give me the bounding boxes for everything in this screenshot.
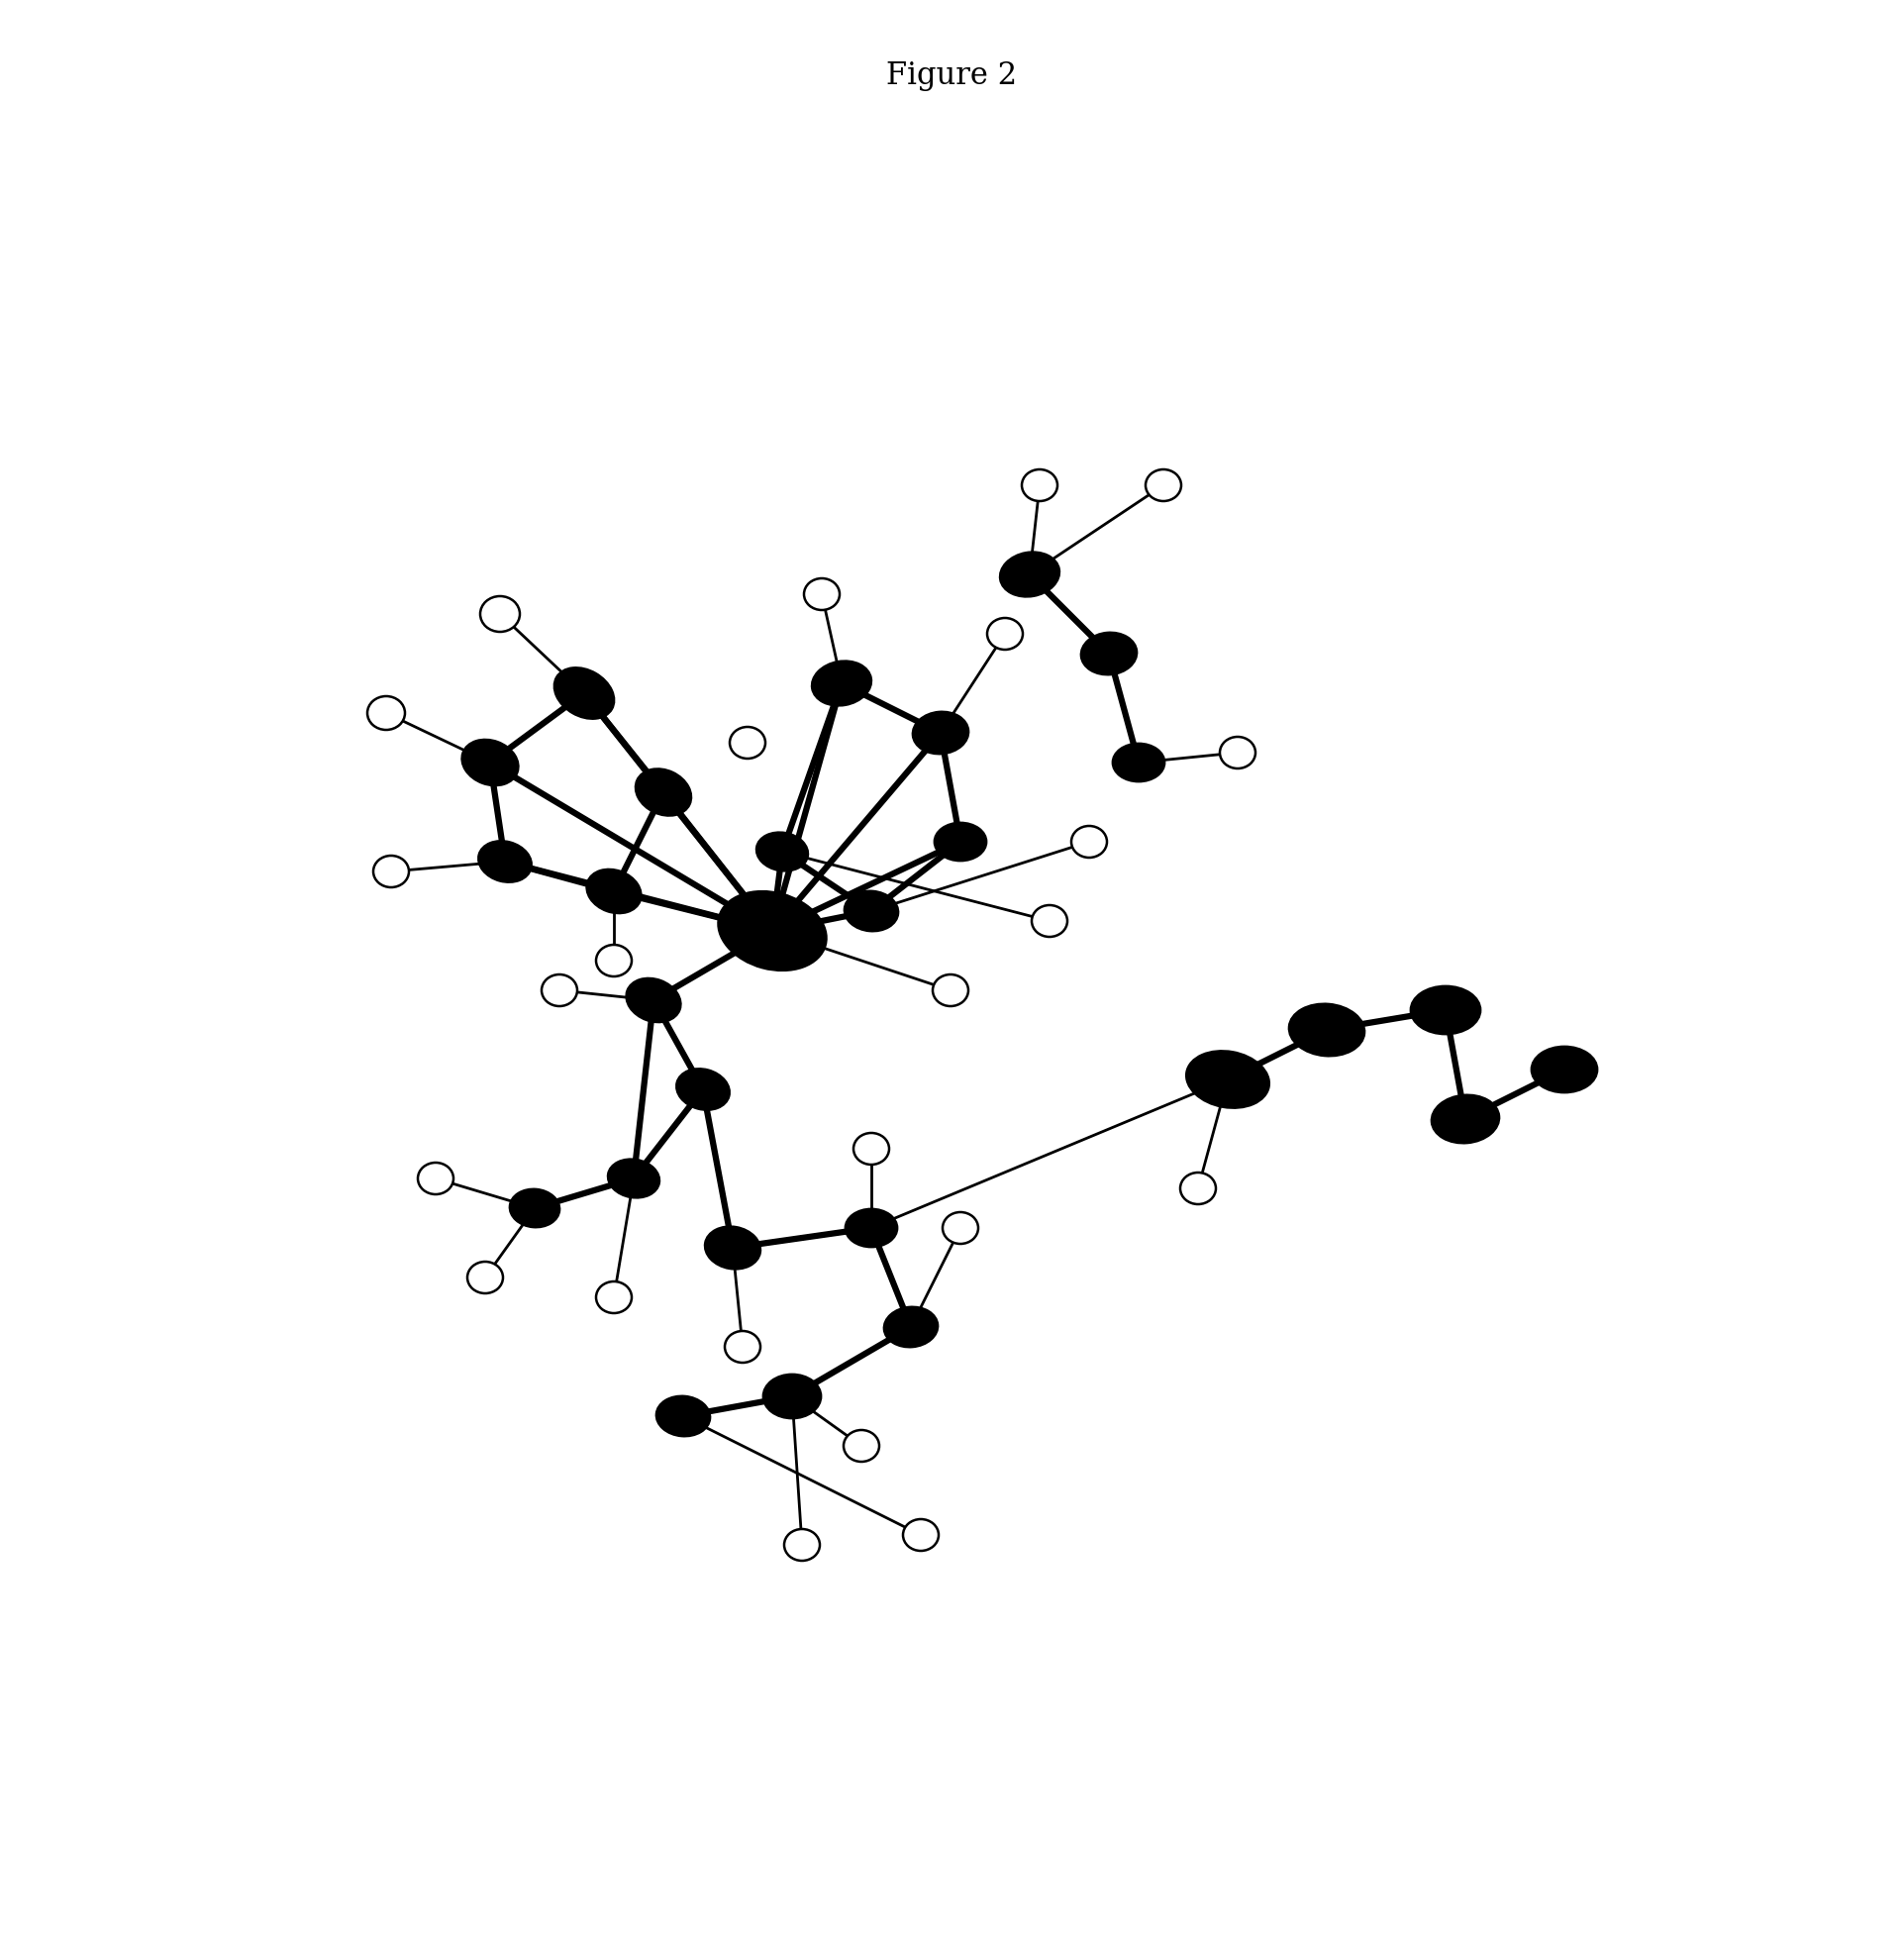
- Ellipse shape: [1081, 633, 1137, 674]
- Ellipse shape: [853, 1132, 889, 1165]
- Ellipse shape: [1411, 987, 1479, 1033]
- Ellipse shape: [845, 1210, 897, 1247]
- Ellipse shape: [626, 979, 680, 1021]
- Ellipse shape: [466, 1262, 503, 1293]
- Ellipse shape: [541, 975, 577, 1006]
- Ellipse shape: [596, 944, 632, 977]
- Ellipse shape: [1032, 905, 1068, 936]
- Ellipse shape: [596, 1282, 632, 1313]
- Ellipse shape: [784, 1528, 821, 1561]
- Ellipse shape: [756, 833, 807, 870]
- Ellipse shape: [942, 1212, 979, 1243]
- Ellipse shape: [1432, 1095, 1498, 1144]
- Ellipse shape: [764, 1375, 821, 1418]
- Ellipse shape: [813, 660, 872, 705]
- Ellipse shape: [935, 823, 986, 860]
- Ellipse shape: [554, 668, 613, 719]
- Ellipse shape: [803, 579, 840, 610]
- Ellipse shape: [478, 841, 531, 882]
- Ellipse shape: [1146, 470, 1180, 501]
- Ellipse shape: [912, 713, 969, 753]
- Ellipse shape: [676, 1068, 729, 1109]
- Ellipse shape: [729, 726, 765, 759]
- Ellipse shape: [367, 695, 406, 730]
- Ellipse shape: [1531, 1047, 1597, 1091]
- Ellipse shape: [636, 769, 691, 816]
- Ellipse shape: [725, 1330, 760, 1363]
- Ellipse shape: [1072, 825, 1106, 858]
- Ellipse shape: [1289, 1004, 1365, 1056]
- Ellipse shape: [902, 1519, 939, 1552]
- Ellipse shape: [845, 891, 899, 930]
- Ellipse shape: [883, 1307, 937, 1348]
- Ellipse shape: [510, 1189, 560, 1227]
- Ellipse shape: [986, 618, 1022, 651]
- Ellipse shape: [1114, 744, 1165, 781]
- Ellipse shape: [586, 870, 642, 913]
- Ellipse shape: [843, 1429, 880, 1462]
- Ellipse shape: [1220, 736, 1255, 769]
- Ellipse shape: [373, 856, 409, 887]
- Ellipse shape: [607, 1159, 659, 1198]
- Ellipse shape: [480, 596, 520, 631]
- Ellipse shape: [720, 891, 826, 969]
- Ellipse shape: [933, 975, 969, 1006]
- Ellipse shape: [1180, 1173, 1217, 1204]
- Ellipse shape: [1000, 552, 1059, 596]
- Ellipse shape: [463, 740, 518, 785]
- Text: Figure 2: Figure 2: [885, 60, 1017, 91]
- Ellipse shape: [657, 1396, 710, 1435]
- Ellipse shape: [704, 1227, 760, 1268]
- Ellipse shape: [417, 1163, 453, 1194]
- Ellipse shape: [1022, 470, 1057, 501]
- Ellipse shape: [1186, 1051, 1268, 1107]
